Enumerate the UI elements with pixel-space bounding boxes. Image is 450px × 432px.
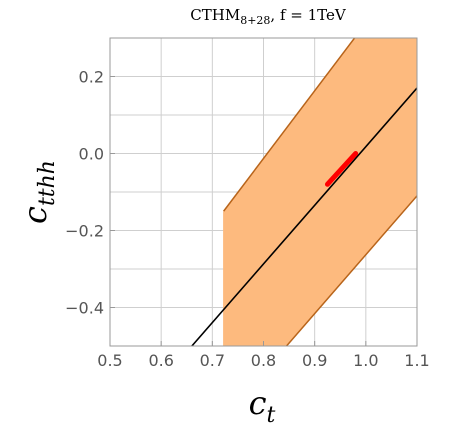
y-axis: 0.2 0.0 −0.2 −0.4: [65, 68, 115, 318]
y-tick-label: −0.2: [65, 222, 104, 241]
chart-title: CTHM8+28, f = 1TeV: [190, 6, 347, 27]
series-line: [191, 87, 417, 346]
x-axis: 0.5 0.6 0.7 0.8 0.9 1.0 1.1: [97, 341, 430, 370]
y-tick-label: 0.0: [79, 145, 104, 164]
y-tick-label: 0.2: [79, 68, 104, 87]
x-axis-label: ct: [249, 384, 276, 428]
highlight-segment: [324, 151, 359, 187]
x-tick-label: 0.8: [251, 351, 276, 370]
x-tick-label: 1.1: [404, 351, 429, 370]
band-upper-edge: [222, 38, 356, 212]
band-area: [223, 38, 417, 346]
x-tick-label: 0.7: [200, 351, 225, 370]
y-tick-label: −0.4: [65, 299, 104, 318]
x-tick-label: 0.5: [97, 351, 122, 370]
y-axis-label: ctthh: [16, 160, 60, 224]
band-lower-edge: [285, 194, 417, 346]
x-tick-label: 0.6: [148, 351, 173, 370]
x-tick-label: 0.9: [302, 351, 327, 370]
x-tick-label: 1.0: [353, 351, 378, 370]
